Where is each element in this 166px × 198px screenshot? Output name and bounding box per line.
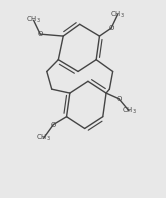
Text: O: O xyxy=(38,31,43,37)
Text: CH$_3$: CH$_3$ xyxy=(26,15,41,26)
Text: CH$_3$: CH$_3$ xyxy=(36,133,51,143)
Text: CH$_3$: CH$_3$ xyxy=(110,9,125,20)
Text: O: O xyxy=(108,25,114,31)
Text: O: O xyxy=(51,122,56,128)
Text: O: O xyxy=(117,96,122,102)
Text: CH$_3$: CH$_3$ xyxy=(122,106,137,116)
